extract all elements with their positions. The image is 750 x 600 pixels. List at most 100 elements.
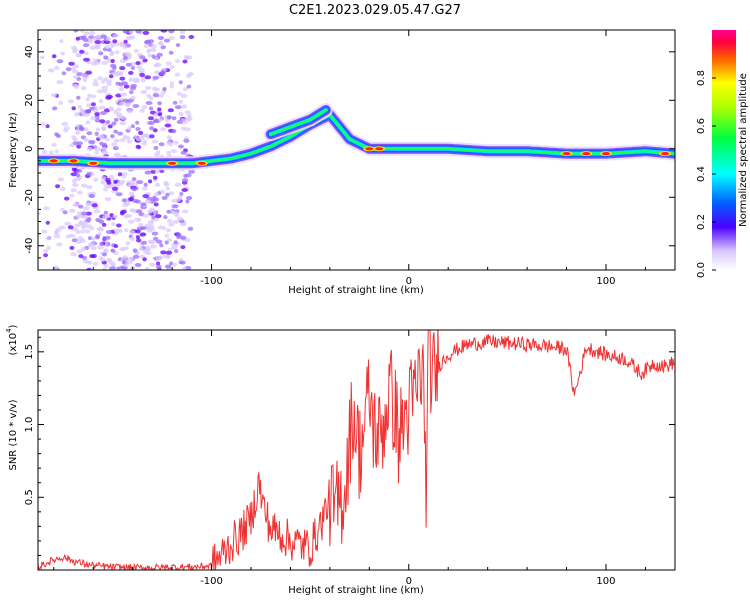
noise-speck bbox=[82, 78, 88, 83]
colorbar-tick-label: 0.6 bbox=[696, 118, 707, 134]
spectrogram-panel: -100 0 100 -40 -20 0 20 40 Height of straight l… bbox=[8, 29, 676, 296]
noise-speck bbox=[91, 61, 97, 66]
noise-speck bbox=[172, 220, 179, 224]
noise-speck bbox=[158, 93, 165, 98]
noise-speck bbox=[186, 113, 192, 118]
noise-speck bbox=[153, 145, 159, 150]
noise-speck bbox=[127, 219, 135, 224]
noise-speck bbox=[134, 199, 141, 204]
noise-speck bbox=[76, 249, 83, 254]
noise-speck bbox=[117, 131, 123, 136]
noise-speck bbox=[74, 223, 82, 228]
colorbar-label: Normalized spectral amplitude bbox=[738, 73, 749, 227]
noise-speck bbox=[93, 209, 101, 214]
noise-speck bbox=[74, 64, 79, 69]
noise-speck bbox=[133, 79, 140, 84]
noise-speck bbox=[155, 264, 162, 269]
noise-speck bbox=[176, 216, 184, 221]
noise-speck bbox=[137, 222, 144, 227]
noise-speck bbox=[83, 57, 90, 62]
snr-series-line bbox=[38, 330, 675, 570]
noise-speck bbox=[144, 266, 150, 270]
noise-speck bbox=[71, 66, 76, 71]
noise-speck bbox=[149, 207, 155, 212]
snr-x-axis-label: Height of straight line (km) bbox=[288, 585, 424, 596]
noise-speck bbox=[94, 118, 101, 123]
noise-speck bbox=[183, 138, 190, 143]
noise-speck bbox=[78, 124, 84, 129]
noise-speck bbox=[106, 184, 113, 189]
snr-y-exponent-close: ) bbox=[8, 324, 19, 328]
noise-speck bbox=[45, 220, 50, 225]
noise-speck bbox=[119, 76, 126, 81]
noise-speck bbox=[165, 186, 170, 191]
noise-speck bbox=[151, 231, 159, 236]
noise-speck bbox=[181, 178, 189, 183]
noise-speck bbox=[94, 45, 101, 50]
noise-speck bbox=[71, 106, 76, 111]
noise-speck bbox=[120, 92, 128, 97]
noise-speck bbox=[106, 180, 112, 185]
noise-speck bbox=[144, 170, 152, 175]
noise-speck bbox=[182, 87, 188, 92]
noise-speck bbox=[128, 267, 135, 270]
noise-speck bbox=[130, 65, 136, 70]
noise-speck bbox=[138, 130, 144, 135]
noise-speck bbox=[60, 51, 65, 56]
noise-speck bbox=[163, 181, 169, 185]
noise-speck bbox=[140, 89, 148, 94]
noise-speck bbox=[143, 133, 150, 138]
noise-speck bbox=[58, 225, 66, 230]
noise-speck bbox=[71, 182, 79, 187]
noise-speck bbox=[76, 141, 83, 146]
noise-speck bbox=[142, 58, 148, 63]
noise-speck bbox=[99, 241, 104, 246]
noise-speck bbox=[82, 259, 90, 264]
noise-speck bbox=[154, 62, 162, 67]
noise-speck bbox=[103, 55, 109, 60]
noise-speck bbox=[105, 230, 113, 234]
noise-speck bbox=[152, 128, 158, 133]
noise-speck bbox=[180, 94, 188, 98]
noise-speck bbox=[90, 140, 96, 145]
spectrogram-y-tick-label: -20 bbox=[24, 189, 35, 205]
noise-speck bbox=[179, 35, 186, 40]
noise-speck bbox=[103, 248, 109, 253]
noise-speck bbox=[110, 44, 115, 49]
noise-speck bbox=[69, 193, 75, 198]
noise-speck bbox=[149, 126, 155, 131]
noise-speck bbox=[144, 199, 152, 204]
noise-speck bbox=[141, 105, 148, 110]
noise-speck bbox=[160, 45, 166, 50]
noise-speck bbox=[71, 227, 79, 232]
noise-speck bbox=[152, 195, 157, 200]
noise-speck bbox=[43, 253, 48, 258]
noise-speck bbox=[155, 150, 161, 155]
ridge-peak bbox=[602, 152, 610, 156]
noise-speck bbox=[151, 86, 158, 91]
noise-speck bbox=[154, 192, 160, 197]
noise-speck bbox=[95, 34, 102, 39]
noise-speck bbox=[85, 202, 93, 207]
noise-speck bbox=[90, 102, 96, 107]
noise-speck bbox=[145, 247, 152, 252]
noise-speck bbox=[102, 252, 107, 257]
noise-speck bbox=[115, 192, 123, 197]
ridge-peak bbox=[197, 161, 206, 165]
noise-speck bbox=[109, 261, 116, 266]
noise-speck bbox=[131, 187, 137, 192]
noise-speck bbox=[77, 236, 84, 241]
noise-speck bbox=[100, 34, 108, 39]
noise-speck bbox=[160, 127, 167, 132]
noise-speck bbox=[178, 144, 184, 149]
noise-speck bbox=[94, 40, 102, 44]
noise-speck bbox=[76, 72, 83, 77]
noise-speck bbox=[166, 115, 172, 120]
noise-speck bbox=[181, 209, 189, 214]
snr-y-exponent-base: (x10 bbox=[8, 333, 19, 356]
noise-speck bbox=[86, 131, 93, 136]
noise-speck bbox=[147, 116, 155, 121]
noise-speck bbox=[166, 228, 171, 233]
noise-speck bbox=[97, 227, 104, 232]
